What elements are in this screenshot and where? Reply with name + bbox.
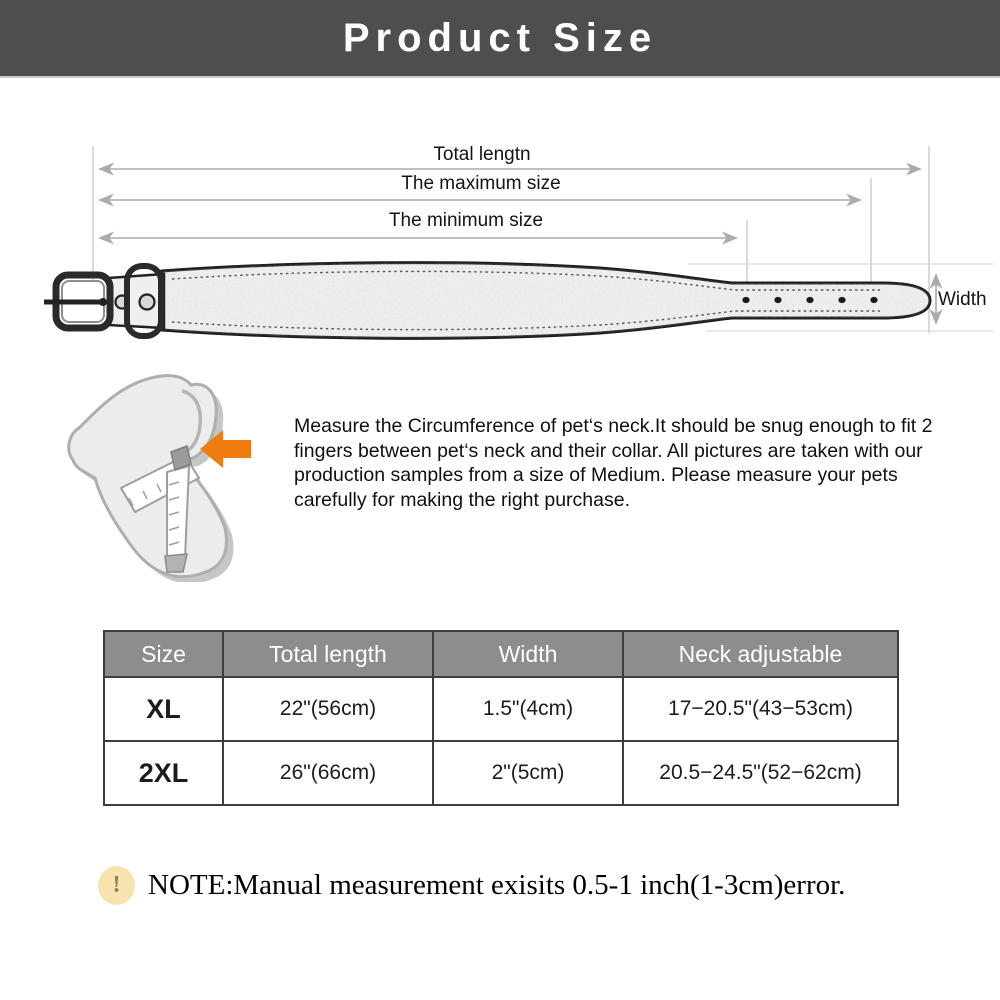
- cell-neck-2xl: 20.5−24.5"(52−62cm): [622, 740, 899, 806]
- note-text: NOTE:Manual measurement exisits 0.5-1 in…: [148, 868, 846, 901]
- collar-strap: [160, 261, 932, 340]
- size-table: Size Total length Width Neck adjustable …: [103, 630, 899, 806]
- cell-size-xl: XL: [103, 676, 224, 742]
- page-header: Product Size: [0, 0, 1000, 78]
- orange-arrow-left-icon: [200, 430, 251, 468]
- total-length-label: Total lengtn: [433, 144, 531, 165]
- collar-illustration: [44, 261, 932, 340]
- cell-neck-xl: 17−20.5"(43−53cm): [622, 676, 899, 742]
- measurement-note: ! NOTE:Manual measurement exisits 0.5-1 …: [98, 862, 938, 908]
- buckle-icon: [44, 263, 166, 339]
- column-header-total-length: Total length: [222, 630, 434, 678]
- cell-total-length-xl: 22"(56cm): [222, 676, 434, 742]
- column-header-width: Width: [432, 630, 624, 678]
- cell-width-2xl: 2"(5cm): [432, 740, 624, 806]
- table-row: 2XL 26"(66cm) 2"(5cm) 20.5−24.5"(52−62cm…: [103, 740, 899, 806]
- warning-icon: !: [98, 865, 135, 905]
- column-header-size: Size: [103, 630, 224, 678]
- cell-width-xl: 1.5"(4cm): [432, 676, 624, 742]
- table-row: XL 22"(56cm) 1.5"(4cm) 17−20.5"(43−53cm): [103, 676, 899, 742]
- page-title: Product Size: [342, 15, 658, 60]
- column-header-neck-adjustable: Neck adjustable: [622, 630, 899, 678]
- width-label: Width: [938, 289, 987, 310]
- dog-head-with-measuring-tape: [67, 374, 251, 582]
- cell-total-length-2xl: 26"(66cm): [222, 740, 434, 806]
- cell-size-2xl: 2XL: [103, 740, 224, 806]
- stitch-line-bottom: [171, 310, 880, 331]
- measuring-instructions: Measure the Circumference of pet‘s neck.…: [294, 415, 933, 511]
- maximum-size-label: The maximum size: [401, 173, 561, 194]
- minimum-size-label: The minimum size: [388, 210, 544, 231]
- measuring-tape: [119, 444, 201, 573]
- collar-holes: [742, 296, 878, 304]
- leather-texture: [162, 262, 930, 339]
- table-header-row: Size Total length Width Neck adjustable: [103, 630, 899, 678]
- stitch-line-top: [171, 270, 880, 291]
